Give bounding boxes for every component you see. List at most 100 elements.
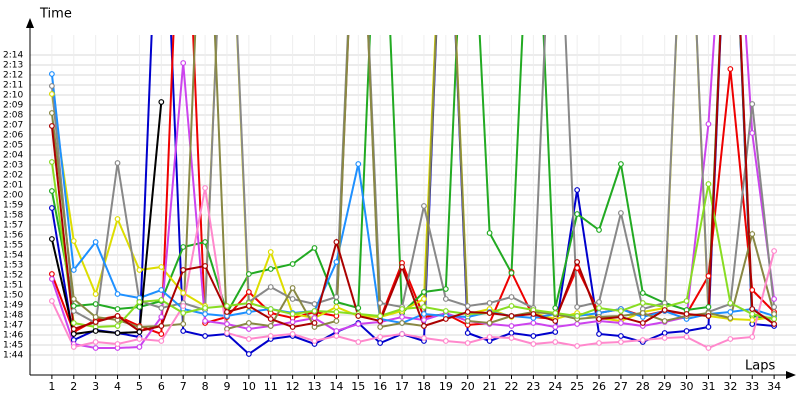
data-point: [442, 338, 449, 344]
data-point: [267, 323, 274, 329]
data-point: [355, 161, 362, 167]
data-point: [574, 313, 581, 319]
data-point: [70, 308, 77, 314]
data-point: [749, 311, 756, 317]
data-point: [245, 271, 252, 277]
x-tick-label: 30: [680, 380, 694, 393]
x-tick-label: 22: [504, 380, 518, 393]
data-point: [530, 320, 537, 326]
data-point: [421, 296, 427, 302]
x-tick-label: 13: [308, 380, 322, 393]
data-point: [114, 330, 121, 336]
data-point: [48, 71, 55, 77]
data-point: [92, 301, 99, 307]
x-tick-label: 19: [439, 380, 453, 393]
data-point: [92, 339, 99, 345]
y-tick-label: 2:05: [3, 141, 23, 151]
data-point: [48, 188, 55, 194]
data-point: [289, 331, 296, 337]
data-point: [114, 341, 121, 347]
x-axis-title: Laps: [745, 359, 775, 374]
y-tick-label: 1:59: [3, 201, 23, 211]
x-tick-label: 8: [202, 380, 209, 393]
data-point: [596, 299, 602, 305]
y-axis-title: Time: [39, 7, 72, 22]
x-tick-label: 2: [70, 380, 77, 393]
y-tick-label: 1:54: [3, 251, 23, 261]
data-point: [48, 91, 55, 97]
data-point: [377, 334, 384, 340]
data-point: [92, 319, 99, 325]
y-tick-label: 2:02: [3, 171, 23, 181]
x-tick-label: 1: [48, 380, 55, 393]
data-point: [639, 300, 646, 306]
y-tick-label: 1:56: [3, 231, 23, 241]
data-point: [333, 299, 340, 305]
x-tick-label: 9: [223, 380, 230, 393]
data-point: [508, 313, 515, 319]
y-tick-label: 2:10: [3, 91, 23, 101]
data-point: [333, 294, 340, 300]
y-tick-label: 2:09: [3, 101, 23, 111]
data-point: [705, 324, 712, 330]
data-point: [245, 320, 252, 326]
y-tick-label: 1:49: [3, 301, 23, 311]
y-tick-label: 2:08: [3, 111, 23, 121]
x-tick-label: 31: [701, 380, 715, 393]
data-point: [421, 304, 427, 310]
data-point: [705, 181, 712, 187]
x-tick-label: 7: [180, 380, 187, 393]
data-point: [202, 311, 208, 317]
data-point: [442, 296, 449, 302]
data-point: [333, 328, 340, 334]
data-point: [245, 336, 252, 342]
data-point: [596, 331, 602, 337]
data-point: [486, 300, 493, 306]
data-point: [267, 266, 274, 272]
data-point: [48, 205, 55, 211]
x-tick-label: 34: [767, 380, 781, 393]
x-tick-label: 17: [395, 380, 409, 393]
data-point: [661, 307, 668, 313]
data-point: [355, 339, 362, 345]
x-tick-label: 25: [570, 380, 584, 393]
data-point: [158, 99, 165, 105]
data-point: [355, 305, 362, 311]
x-tick-label: 16: [373, 380, 387, 393]
data-point: [245, 351, 252, 357]
y-tick-label: 1:53: [3, 261, 23, 271]
data-point: [399, 331, 405, 337]
data-point: [596, 316, 602, 322]
y-tick-label: 1:45: [3, 341, 23, 351]
data-point: [114, 291, 121, 297]
data-point: [267, 284, 274, 290]
data-point: [377, 313, 384, 319]
data-point: [289, 285, 296, 291]
data-point: [48, 159, 55, 165]
data-point: [70, 326, 77, 332]
data-point: [486, 320, 493, 326]
y-tick-label: 1:44: [3, 351, 23, 361]
data-point: [727, 336, 734, 342]
data-point: [224, 321, 230, 327]
data-point: [202, 239, 208, 245]
data-point: [289, 296, 296, 302]
data-point: [70, 238, 77, 244]
data-point: [771, 304, 778, 310]
data-point: [399, 264, 405, 270]
data-point: [618, 339, 624, 345]
data-point: [311, 338, 318, 344]
data-point: [464, 340, 471, 346]
data-point: [114, 306, 121, 312]
data-point: [377, 318, 384, 324]
data-point: [421, 335, 427, 341]
y-tick-label: 2:03: [3, 161, 23, 171]
data-point: [574, 259, 581, 265]
data-point: [224, 330, 230, 336]
data-point: [508, 323, 515, 329]
y-tick-label: 2:13: [3, 61, 23, 71]
data-point: [508, 294, 515, 300]
x-tick-label: 15: [351, 380, 365, 393]
